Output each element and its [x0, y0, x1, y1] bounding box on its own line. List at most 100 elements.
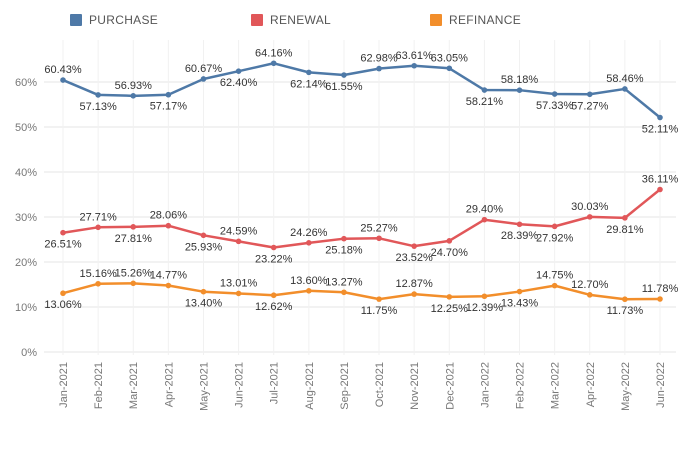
data-point	[95, 224, 101, 231]
data-label: 15.16%	[79, 268, 117, 280]
data-label: 24.26%	[290, 227, 328, 239]
x-tick-label: Sep-2021	[339, 362, 351, 410]
x-tick-label: Jun-2021	[234, 362, 246, 408]
data-label: 13.60%	[290, 275, 328, 287]
y-tick-label: 20%	[15, 257, 37, 269]
data-label: 57.13%	[79, 101, 117, 113]
data-label: 57.33%	[536, 100, 574, 112]
data-label: 12.25%	[431, 303, 469, 315]
data-point	[235, 238, 242, 245]
data-label: 12.87%	[396, 278, 434, 290]
x-tick-label: Feb-2021	[93, 362, 105, 409]
data-label: 12.39%	[466, 302, 504, 314]
data-point	[165, 282, 172, 289]
x-tick-label: May-2021	[198, 362, 210, 411]
x-tick-label: Oct-2021	[374, 362, 386, 407]
data-point	[481, 87, 488, 93]
data-label: 60.67%	[185, 63, 223, 75]
data-point	[551, 282, 558, 289]
data-label: 11.78%	[642, 283, 679, 295]
legend-swatch-renewal	[251, 14, 263, 26]
data-point	[306, 69, 312, 76]
x-tick-label: Dec-2021	[444, 362, 456, 410]
data-point	[481, 216, 488, 223]
data-label: 30.03%	[571, 201, 609, 213]
data-point	[200, 288, 207, 295]
x-tick-label: Nov-2021	[409, 362, 421, 410]
legend-item-purchase: PURCHASE	[70, 12, 158, 28]
data-label: 11.75%	[361, 305, 398, 317]
legend-item-renewal: RENEWAL	[251, 12, 331, 28]
legend-label-purchase: PURCHASE	[89, 13, 159, 27]
data-point	[270, 60, 277, 67]
data-point	[341, 72, 347, 78]
data-point	[622, 215, 628, 221]
x-tick-label: Mar-2022	[550, 362, 562, 409]
data-label: 11.73%	[607, 305, 644, 317]
data-label: 13.27%	[325, 276, 363, 288]
data-point	[411, 62, 417, 69]
data-label: 26.51%	[44, 239, 82, 251]
data-label: 25.18%	[325, 245, 363, 257]
data-label: 13.43%	[501, 298, 539, 310]
data-point	[411, 291, 417, 297]
data-point	[622, 296, 628, 303]
data-point	[270, 292, 277, 299]
legend-item-refinance: REFINANCE	[430, 12, 521, 28]
data-point	[446, 294, 453, 300]
legend-swatch-refinance	[430, 14, 442, 26]
data-label: 12.62%	[255, 301, 293, 313]
data-point	[516, 221, 523, 228]
data-point	[270, 244, 277, 251]
data-label: 13.40%	[185, 298, 223, 310]
x-tick-label: Apr-2021	[163, 362, 175, 407]
data-label: 58.18%	[501, 74, 539, 86]
data-label: 36.11%	[642, 174, 679, 186]
data-point	[586, 91, 593, 98]
data-label: 62.14%	[290, 78, 328, 90]
data-point	[60, 77, 66, 83]
data-point	[516, 87, 523, 93]
y-tick-label: 60%	[15, 77, 37, 89]
data-label: 24.59%	[220, 225, 258, 237]
data-point	[376, 235, 382, 242]
data-label: 29.81%	[606, 224, 644, 236]
data-point	[411, 243, 417, 249]
data-label: 63.61%	[396, 50, 434, 62]
data-point	[130, 93, 137, 99]
data-label: 13.06%	[44, 299, 82, 311]
x-tick-label: Feb-2022	[515, 362, 527, 409]
data-point	[60, 290, 66, 297]
data-label: 58.21%	[466, 96, 504, 108]
x-tick-label: Apr-2022	[585, 362, 597, 407]
data-label: 62.98%	[360, 53, 398, 65]
data-label: 25.27%	[360, 222, 398, 234]
data-point	[341, 289, 347, 296]
data-point	[95, 280, 101, 287]
data-point	[306, 288, 312, 294]
data-label: 23.52%	[396, 252, 434, 264]
data-point	[200, 232, 207, 239]
y-tick-label: 30%	[15, 212, 37, 224]
data-label: 25.93%	[185, 241, 223, 253]
legend-label-renewal: RENEWAL	[270, 13, 331, 27]
series-line-refinance	[62, 282, 661, 301]
data-label: 63.05%	[431, 52, 469, 64]
data-point	[657, 296, 663, 302]
data-label: 12.70%	[571, 279, 609, 291]
data-point	[341, 235, 347, 242]
data-label: 14.75%	[536, 270, 574, 282]
data-point	[551, 223, 558, 230]
data-label: 28.06%	[150, 210, 188, 222]
data-label: 13.01%	[220, 277, 258, 289]
legend-label-refinance: REFINANCE	[449, 13, 522, 27]
data-point	[200, 76, 207, 82]
data-label: 27.71%	[79, 211, 117, 223]
data-point	[60, 229, 66, 236]
data-point	[306, 240, 312, 246]
data-point	[95, 92, 101, 98]
x-tick-label: Jan-2021	[58, 362, 70, 408]
data-point	[516, 288, 523, 295]
x-tick-label: Jan-2022	[479, 362, 491, 408]
data-label: 52.11%	[642, 124, 679, 136]
